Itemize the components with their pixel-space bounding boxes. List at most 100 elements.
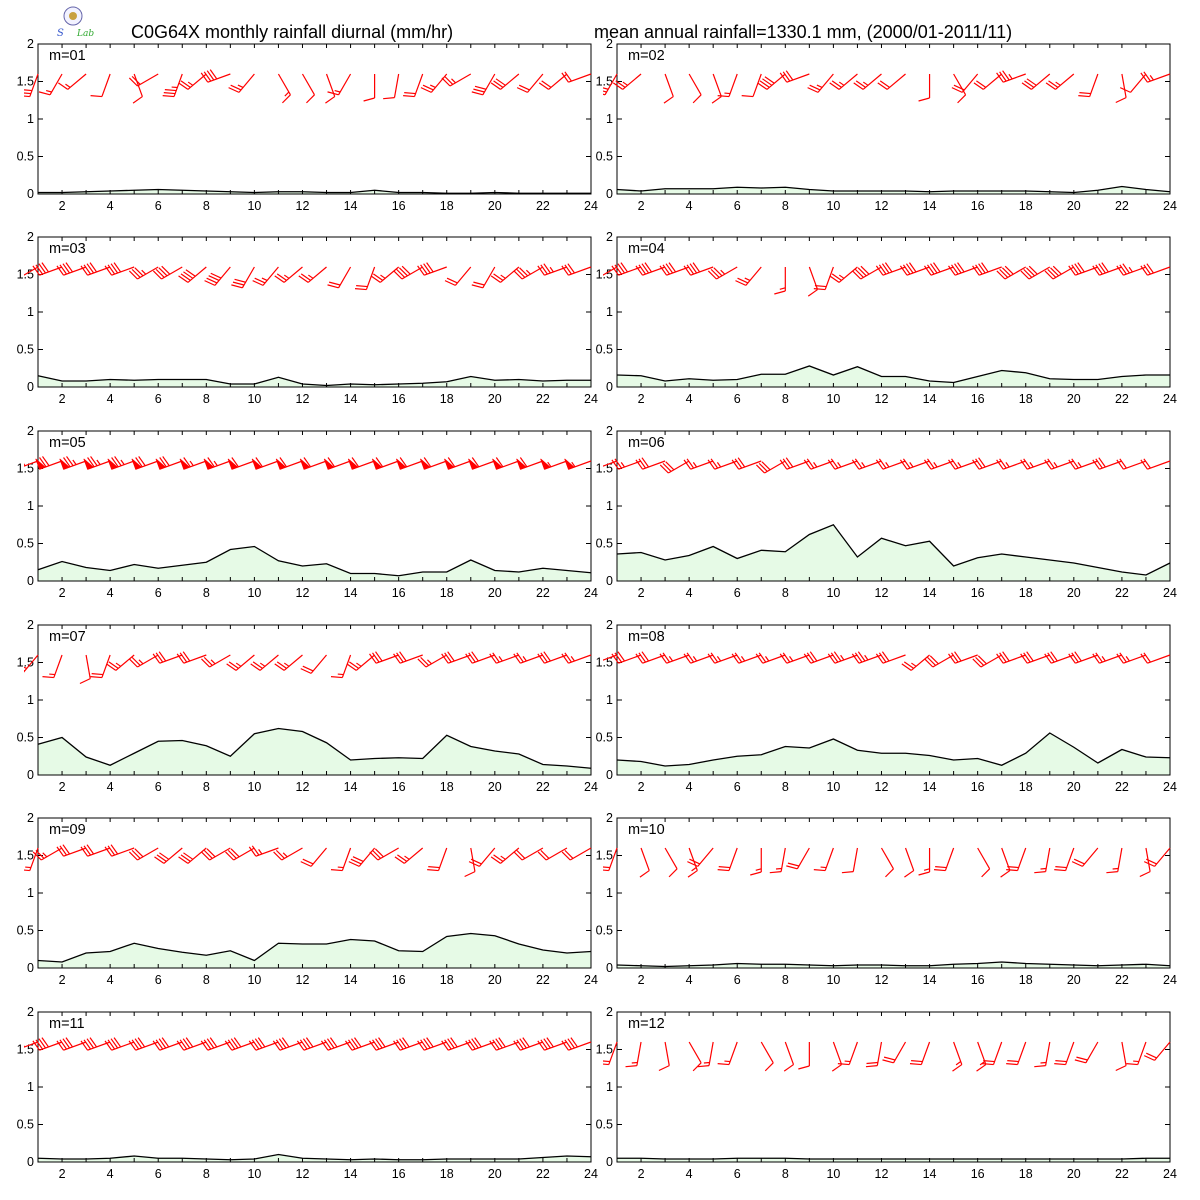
barb-shaft bbox=[53, 654, 63, 678]
x-tick-label: 8 bbox=[203, 586, 210, 600]
barb-full bbox=[495, 1038, 503, 1049]
wind-barbs bbox=[603, 1041, 1171, 1072]
barb-full bbox=[1068, 653, 1076, 664]
barb-full bbox=[625, 1065, 637, 1068]
barb-full bbox=[80, 1040, 89, 1051]
wind-barb bbox=[24, 654, 39, 673]
barb-full bbox=[417, 1040, 425, 1051]
wind-barb bbox=[80, 262, 111, 276]
barb-full bbox=[813, 869, 826, 872]
barb-half bbox=[716, 656, 722, 662]
x-tick-label: 22 bbox=[1115, 1167, 1129, 1181]
barb-half bbox=[755, 868, 762, 871]
x-tick-label: 12 bbox=[296, 1167, 310, 1181]
barb-full bbox=[79, 678, 91, 685]
barb-full bbox=[951, 458, 959, 469]
rainfall-area bbox=[617, 186, 1170, 194]
barb-shaft bbox=[760, 1041, 774, 1064]
barb-shaft bbox=[664, 847, 678, 870]
barb-full bbox=[929, 263, 938, 274]
wind-barb bbox=[1115, 73, 1127, 104]
x-tick-label: 18 bbox=[440, 1167, 454, 1181]
x-tick-label: 20 bbox=[488, 1167, 502, 1181]
barb-full bbox=[350, 1038, 359, 1049]
wind-barb bbox=[1054, 847, 1075, 872]
x-tick-label: 16 bbox=[971, 973, 985, 987]
barb-shaft bbox=[209, 654, 231, 668]
wind-barb bbox=[128, 73, 159, 87]
y-tick-label: 1 bbox=[606, 499, 613, 513]
barb-full bbox=[1115, 97, 1127, 104]
wind-barb bbox=[982, 1041, 1003, 1066]
y-tick-label: 1 bbox=[606, 886, 613, 900]
barb-half bbox=[692, 656, 698, 662]
wind-barb bbox=[664, 847, 678, 878]
x-tick-label: 12 bbox=[875, 392, 889, 406]
barb-full bbox=[731, 459, 740, 470]
barb-full bbox=[398, 267, 408, 277]
barb-full bbox=[1047, 652, 1055, 663]
wind-barb bbox=[1006, 847, 1027, 872]
barb-shaft bbox=[977, 847, 991, 870]
wind-barb bbox=[603, 1041, 618, 1066]
wind-barb bbox=[444, 457, 471, 470]
wind-barb bbox=[707, 266, 738, 280]
wind-barb bbox=[274, 654, 303, 671]
barb-shaft bbox=[910, 654, 930, 671]
barb-full bbox=[159, 852, 170, 860]
barb-full bbox=[471, 284, 483, 289]
barb-shaft bbox=[283, 654, 303, 671]
barb-full bbox=[710, 268, 720, 278]
barb-full bbox=[707, 653, 716, 664]
barb-half bbox=[789, 656, 794, 662]
wind-barb bbox=[155, 456, 183, 470]
barb-full bbox=[327, 457, 336, 468]
wind-barb bbox=[417, 1037, 447, 1051]
barb-full bbox=[158, 651, 167, 662]
barb-full bbox=[402, 1037, 410, 1048]
x-tick-label: 16 bbox=[392, 586, 406, 600]
barb-full bbox=[152, 1040, 161, 1051]
barb-full bbox=[564, 652, 572, 663]
barb-half bbox=[764, 656, 770, 662]
x-tick-label: 24 bbox=[584, 199, 598, 213]
barb-full bbox=[783, 1064, 794, 1072]
barb-full bbox=[156, 854, 167, 862]
barb-full bbox=[86, 263, 95, 274]
barb-full bbox=[639, 870, 650, 878]
barb-full bbox=[423, 457, 432, 468]
barb-full bbox=[854, 458, 863, 469]
barb-full bbox=[363, 97, 375, 102]
barb-full bbox=[107, 264, 116, 275]
barb-half bbox=[237, 84, 244, 89]
barb-full bbox=[948, 653, 956, 664]
barb-full bbox=[878, 652, 887, 663]
barb-full bbox=[203, 849, 213, 859]
x-tick-label: 12 bbox=[296, 586, 310, 600]
barb-full bbox=[35, 849, 45, 859]
wind-barb bbox=[564, 458, 592, 470]
barb-full bbox=[330, 676, 343, 679]
barb-full bbox=[1020, 459, 1028, 470]
barb-full bbox=[1139, 871, 1151, 878]
barb-shaft bbox=[1117, 847, 1123, 872]
barb-full bbox=[24, 95, 30, 98]
barb-full bbox=[441, 77, 451, 87]
barb-full bbox=[909, 1063, 922, 1066]
barb-full bbox=[1106, 871, 1118, 874]
barb-shaft bbox=[454, 266, 472, 286]
barb-full bbox=[1023, 458, 1031, 469]
barb-full bbox=[1068, 459, 1076, 470]
wind-barb bbox=[537, 263, 568, 276]
barb-full bbox=[734, 652, 743, 663]
barb-shaft bbox=[568, 266, 592, 276]
barb-full bbox=[471, 457, 480, 468]
wind-barb bbox=[417, 262, 447, 276]
y-tick-label: 2 bbox=[27, 424, 34, 438]
wind-barb bbox=[383, 73, 400, 100]
barb-shaft bbox=[1147, 654, 1171, 664]
barb-full bbox=[57, 82, 69, 90]
barb-shaft bbox=[1002, 73, 1026, 83]
barb-full bbox=[426, 1037, 434, 1048]
barb-full bbox=[80, 265, 89, 276]
